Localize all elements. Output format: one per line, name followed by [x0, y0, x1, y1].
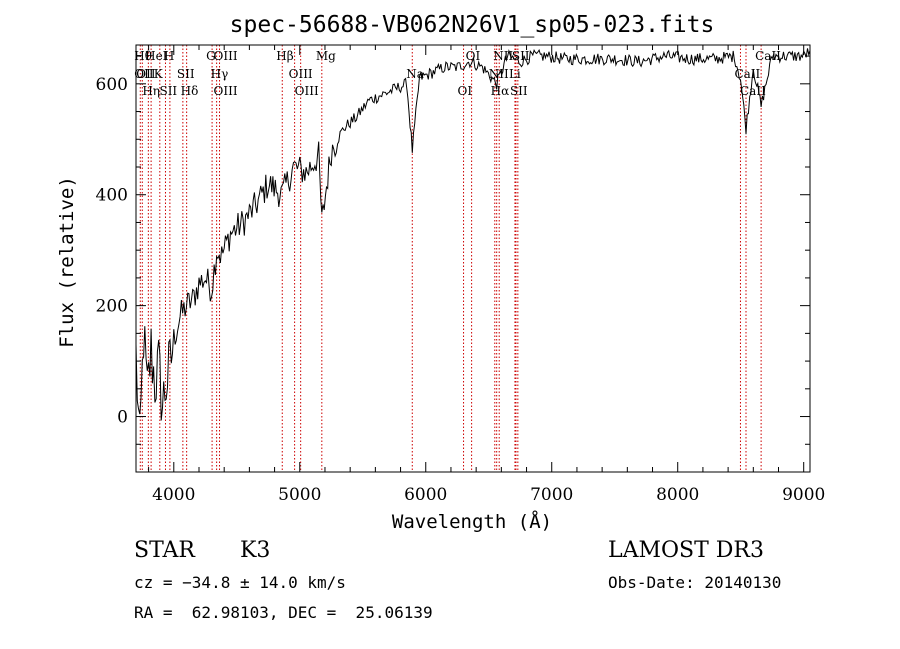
line-marker-label: HeI: [145, 49, 168, 63]
line-marker-label: Mg: [316, 49, 336, 63]
line-marker-label: OII: [136, 67, 156, 81]
line-marker-label: OI: [466, 49, 481, 63]
line-marker-label: G: [206, 49, 216, 63]
y-tick-label: 600: [96, 75, 128, 95]
y-tick-label: 200: [96, 297, 128, 317]
obs-date: Obs-Date: 20140130: [608, 573, 782, 592]
line-marker-label: OIII: [295, 84, 319, 98]
y-axis-label: Flux (relative): [56, 176, 78, 348]
line-marker-label: H: [164, 49, 174, 63]
x-axis-label: Wavelength (Å): [392, 510, 552, 533]
line-marker-label: OIII: [214, 84, 238, 98]
line-marker-label: SII: [177, 67, 195, 81]
x-tick-label: 4000: [152, 485, 195, 505]
line-marker-label: Hα: [491, 84, 510, 98]
flux-series-line: [135, 48, 811, 421]
line-marker-label: OII: [134, 67, 154, 81]
x-tick-label: 9000: [782, 485, 825, 505]
line-marker-label: Li: [509, 67, 521, 81]
line-marker-label: Hη: [142, 84, 160, 98]
survey-label: LAMOST DR3: [608, 538, 764, 563]
line-marker-label: Hγ: [211, 67, 229, 81]
y-tick-label: 0: [117, 408, 128, 428]
line-marker-label: OIII: [289, 67, 313, 81]
y-tick-label: 400: [96, 186, 128, 206]
chart-title: spec-56688-VB062N26V1_sp05-023.fits: [230, 12, 715, 38]
coordinates-readout: RA = 62.98103, DEC = 25.06139: [134, 603, 433, 622]
x-tick-label: 7000: [530, 485, 573, 505]
redshift-readout: cz = −34.8 ± 14.0 km/s: [134, 573, 346, 592]
line-marker-label: SII: [510, 84, 528, 98]
line-marker-label: SII: [159, 84, 177, 98]
line-marker-label: Hδ: [181, 84, 199, 98]
line-marker-label: OIII: [214, 49, 238, 63]
x-tick-label: 5000: [278, 485, 321, 505]
line-marker-label: Hθ: [134, 49, 152, 63]
x-tick-label: 8000: [656, 485, 699, 505]
line-marker-label: K: [154, 67, 164, 81]
plot-frame: [135, 44, 811, 473]
x-tick-label: 6000: [404, 485, 447, 505]
class-label: STAR: [134, 538, 195, 563]
subclass-label: K3: [240, 538, 271, 563]
line-marker-label: OI: [458, 84, 473, 98]
line-marker-label: SII: [512, 49, 530, 63]
line-marker-label: Hβ: [276, 49, 293, 63]
